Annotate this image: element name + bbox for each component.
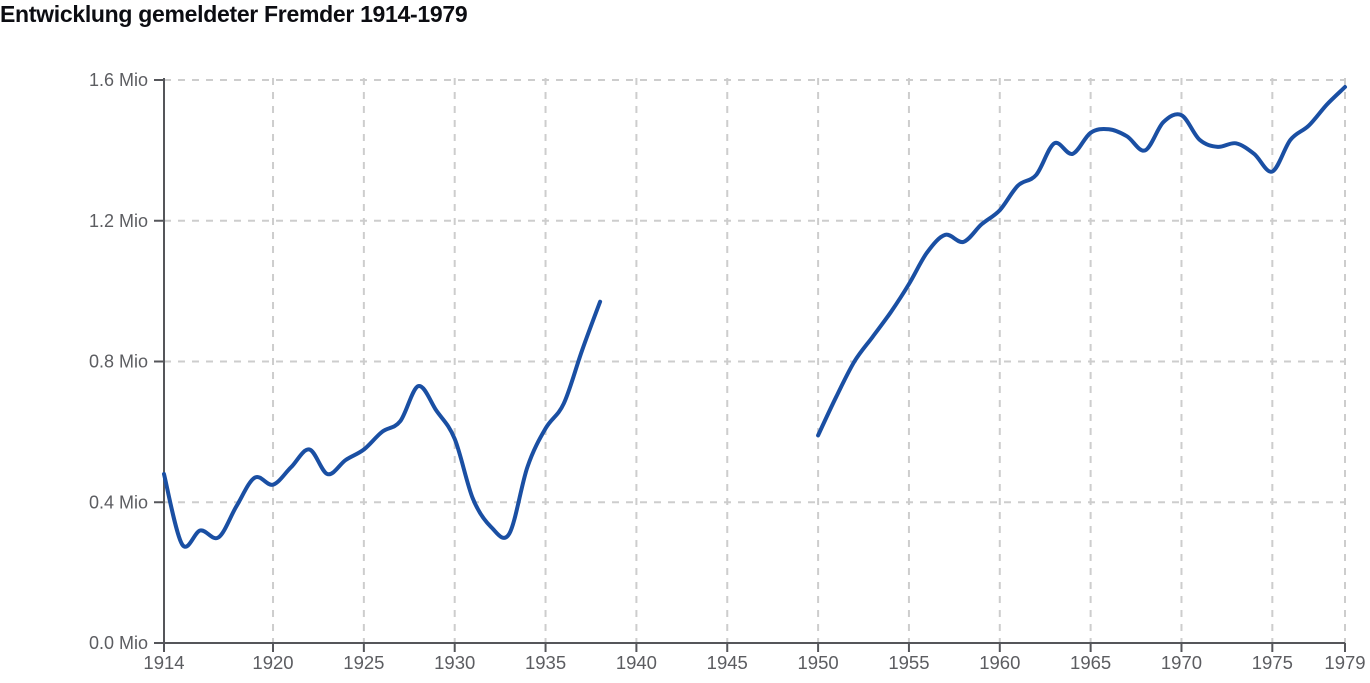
x-tick-label: 1955 xyxy=(888,652,929,673)
x-tick-label: 1950 xyxy=(798,652,839,673)
y-tick-label: 1.2 Mio xyxy=(89,211,148,231)
x-tick-label: 1970 xyxy=(1161,652,1202,673)
y-tick-label: 1.6 Mio xyxy=(89,70,148,90)
x-tick-label: 1920 xyxy=(252,652,293,673)
y-tick-label: 0.8 Mio xyxy=(89,352,148,372)
y-tick-label: 0.0 Mio xyxy=(89,633,148,653)
x-tick-label: 1960 xyxy=(979,652,1020,673)
x-tick-label: 1965 xyxy=(1070,652,1111,673)
x-tick-label: 1979 xyxy=(1324,652,1365,673)
series-line xyxy=(162,299,603,549)
series-line xyxy=(816,85,1347,438)
y-tick-label: 0.4 Mio xyxy=(89,492,148,512)
x-tick-label: 1935 xyxy=(525,652,566,673)
x-tick-label: 1925 xyxy=(343,652,384,673)
chart-title: Entwicklung gemeldeter Fremder 1914-1979 xyxy=(0,1,468,27)
x-tick-label: 1975 xyxy=(1252,652,1293,673)
x-tick-label: 1930 xyxy=(434,652,475,673)
x-tick-label: 1940 xyxy=(616,652,657,673)
x-tick-label: 1945 xyxy=(707,652,748,673)
x-tick-label: 1914 xyxy=(143,652,184,673)
